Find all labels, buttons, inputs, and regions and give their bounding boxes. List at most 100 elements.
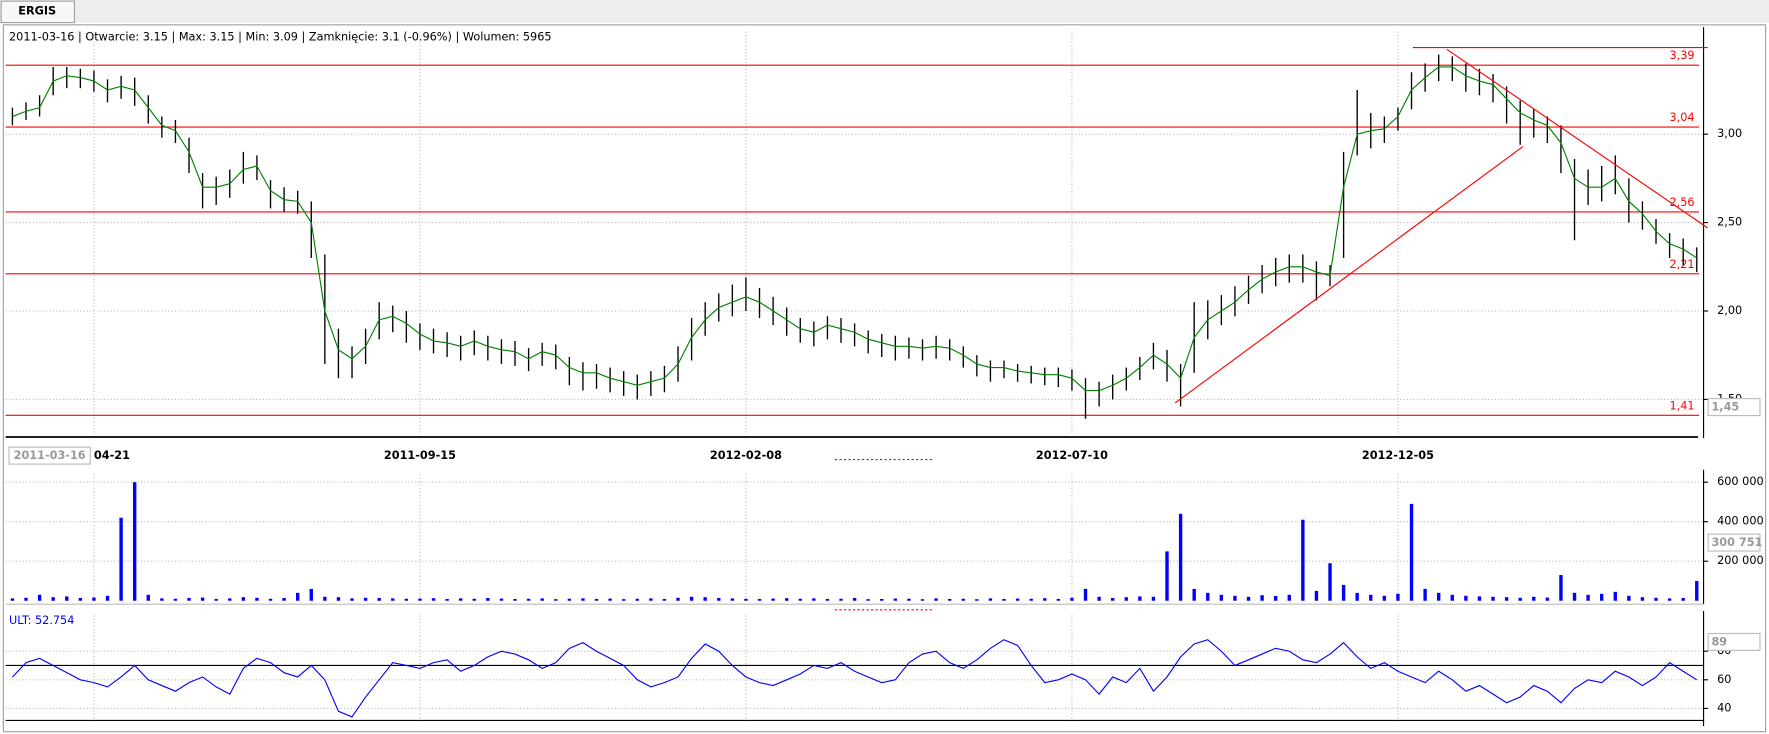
volume-bar	[947, 598, 952, 601]
cursor-date-box	[8, 446, 91, 465]
volume-bar	[458, 598, 463, 601]
volume-bar	[771, 598, 775, 601]
level-label: 3,04	[1669, 111, 1694, 124]
volume-bar	[1667, 598, 1672, 601]
volume-bar	[676, 597, 680, 601]
volume-bar	[1287, 594, 1291, 601]
volume-bar	[1151, 596, 1156, 601]
volume-bar	[1518, 597, 1522, 601]
indicator-line	[12, 639, 1698, 718]
volume-bar	[1586, 594, 1590, 601]
volume-bar	[513, 598, 517, 601]
volume-bar	[1382, 595, 1387, 601]
volume-bar	[988, 598, 993, 601]
volume-bar	[391, 598, 395, 601]
trend-line	[1174, 146, 1524, 404]
volume-bar	[757, 598, 762, 601]
volume-bar	[187, 597, 191, 601]
volume-bar	[228, 598, 232, 601]
volume-bar	[1491, 596, 1495, 601]
volume-bar	[784, 598, 789, 601]
volume-bar	[486, 597, 490, 601]
volume-bar	[1423, 588, 1427, 601]
volume-bar	[10, 598, 15, 601]
volume-bar	[934, 598, 938, 601]
volume-bar	[1572, 592, 1577, 601]
x-tick-label: 2012-02-08	[710, 449, 782, 462]
volume-bar	[1029, 598, 1033, 601]
volume-bar	[744, 598, 748, 601]
volume-bar	[1627, 595, 1631, 601]
volume-bar	[1097, 596, 1101, 601]
y-tick-label: 200 000	[1717, 554, 1764, 567]
volume-bar	[798, 598, 802, 601]
x-tick-label: 2012-07-10	[1036, 449, 1108, 462]
level-label: 3,39	[1669, 49, 1694, 62]
volume-bar	[907, 598, 911, 601]
volume-bar	[1206, 592, 1210, 601]
level-label: 2,21	[1669, 258, 1694, 271]
volume-bar	[404, 598, 409, 601]
volume-bar	[336, 597, 341, 601]
volume-bar	[1192, 588, 1196, 601]
volume-bar	[852, 597, 857, 601]
volume-bar	[214, 598, 218, 601]
volume-bar	[24, 597, 28, 601]
volume-bar	[1178, 513, 1183, 601]
volume-bar	[173, 598, 178, 601]
level-label: 1,41	[1669, 399, 1694, 412]
volume-bar	[554, 599, 558, 601]
volume-bar	[1314, 590, 1319, 601]
tab[interactable]	[0, 0, 76, 24]
volume-bar	[1695, 580, 1699, 601]
trend-line	[1446, 48, 1708, 229]
volume-bar	[78, 597, 83, 601]
volume-bar	[1532, 596, 1536, 601]
volume-bar	[961, 598, 965, 601]
volume-bar	[1056, 598, 1061, 601]
volume-bar	[1654, 597, 1658, 601]
volume-bar	[1301, 519, 1305, 601]
volume-bar	[880, 598, 884, 601]
volume-bar	[608, 598, 612, 601]
volume-bar	[703, 597, 707, 601]
volume-bar	[65, 596, 69, 601]
volume-bar	[92, 597, 96, 601]
volume-bar	[350, 598, 354, 601]
volume-bar	[1219, 594, 1224, 601]
x-tick-label: 2012-12-05	[1362, 449, 1434, 462]
volume-bar	[1409, 503, 1414, 601]
level-label: 2,56	[1669, 196, 1694, 209]
volume-bar	[472, 598, 476, 601]
volume-bar	[1477, 596, 1482, 601]
volume-bar	[377, 597, 381, 601]
volume-bar	[1273, 596, 1278, 601]
y-tick-label: 40	[1717, 701, 1731, 714]
volume-bar	[839, 598, 843, 601]
tab-bar	[0, 0, 1769, 23]
volume-bar	[1328, 563, 1332, 601]
tab-label[interactable]: ERGIS	[18, 4, 56, 17]
volume-bar	[431, 598, 436, 601]
volume-bar	[1233, 595, 1237, 601]
volume-bar	[105, 595, 110, 601]
volume-bar	[581, 598, 585, 601]
volume-bar	[1504, 597, 1509, 601]
chart-frame	[2, 24, 1767, 733]
volume-bar	[295, 592, 300, 601]
volume-bar	[1640, 597, 1645, 601]
volume-bar	[241, 597, 246, 601]
y-tick-label: 60	[1717, 673, 1731, 686]
volume-bar	[1613, 591, 1617, 601]
volume-bar	[200, 597, 205, 601]
ohlc-info: 2011-03-16 | Otwarcie: 3.15 | Max: 3.15 …	[9, 30, 552, 43]
volume-bar	[51, 597, 55, 601]
x-tick-label: 04-21	[94, 449, 130, 462]
volume-bar	[662, 598, 667, 601]
volume-bar	[363, 597, 368, 601]
volume-bar	[1002, 598, 1006, 601]
volume-bar	[1083, 588, 1088, 601]
volume-bar	[1355, 592, 1359, 601]
